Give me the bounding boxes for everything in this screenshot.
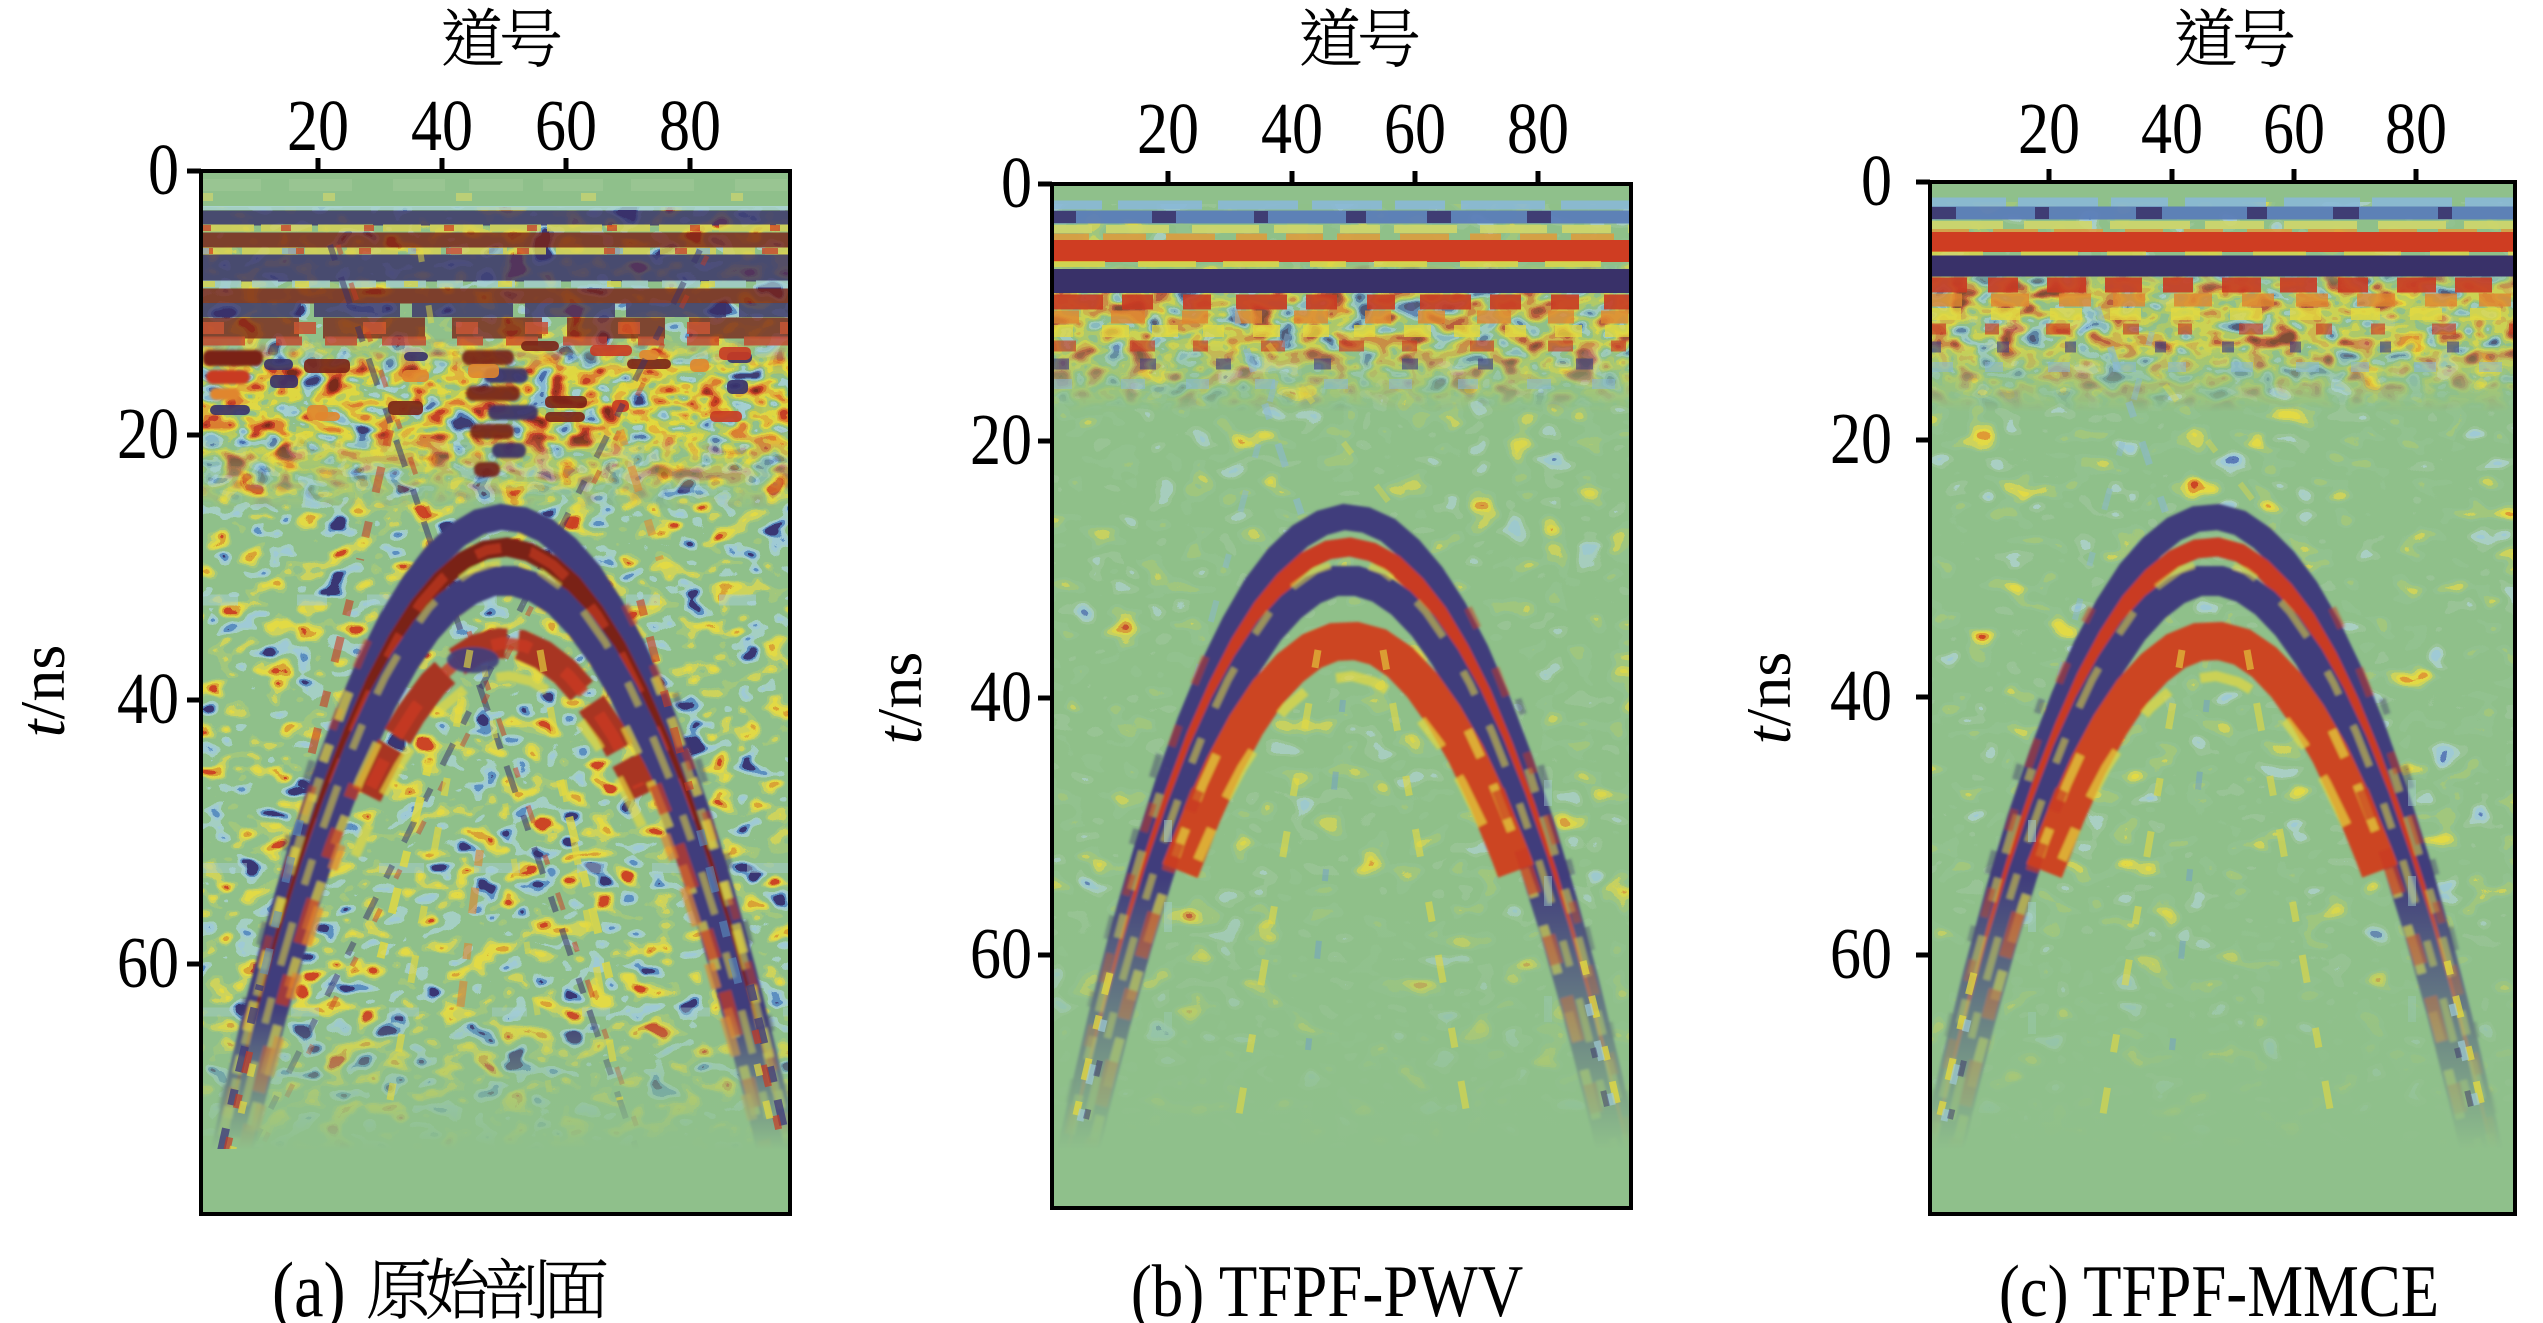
svg-text:20: 20 — [1137, 88, 1199, 169]
svg-text:40: 40 — [1830, 655, 1892, 736]
svg-text:20: 20 — [287, 85, 349, 166]
svg-text:60: 60 — [117, 922, 179, 1003]
svg-text:(a): (a) — [272, 1247, 346, 1323]
svg-text:t/ns: t/ns — [1733, 652, 1804, 744]
svg-text:20: 20 — [117, 393, 179, 474]
svg-text:40: 40 — [2141, 88, 2203, 169]
svg-text:0: 0 — [1001, 142, 1032, 223]
svg-text:60: 60 — [1384, 88, 1446, 169]
svg-text:0: 0 — [148, 129, 179, 210]
svg-text:80: 80 — [2385, 88, 2447, 169]
svg-text:40: 40 — [1261, 88, 1323, 169]
svg-text:t/ns: t/ns — [7, 645, 78, 737]
svg-text:40: 40 — [970, 656, 1032, 737]
svg-text:0: 0 — [1861, 140, 1892, 221]
svg-text:20: 20 — [970, 399, 1032, 480]
svg-text:(c) TFPF-MMCE: (c) TFPF-MMCE — [1999, 1250, 2439, 1323]
svg-text:60: 60 — [2263, 88, 2325, 169]
svg-text:(b) TFPF-PWV: (b) TFPF-PWV — [1131, 1250, 1523, 1323]
svg-text:t/ns: t/ns — [864, 652, 935, 744]
svg-text:40: 40 — [411, 85, 473, 166]
svg-text:60: 60 — [970, 913, 1032, 994]
svg-text:20: 20 — [2018, 88, 2080, 169]
svg-text:60: 60 — [1830, 913, 1892, 994]
svg-text:80: 80 — [659, 85, 721, 166]
svg-text:40: 40 — [117, 658, 179, 739]
svg-text:60: 60 — [535, 85, 597, 166]
svg-text:80: 80 — [1507, 88, 1569, 169]
svg-text:20: 20 — [1830, 398, 1892, 479]
